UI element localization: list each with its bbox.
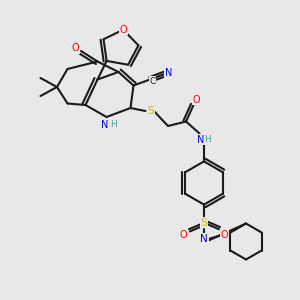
Text: O: O xyxy=(220,230,228,240)
Text: O: O xyxy=(193,94,200,105)
Text: N: N xyxy=(165,68,172,78)
Text: O: O xyxy=(72,43,80,53)
Text: C: C xyxy=(149,76,155,85)
Text: N: N xyxy=(197,134,204,145)
Text: N: N xyxy=(200,234,208,244)
Text: O: O xyxy=(119,25,127,35)
Text: H: H xyxy=(110,120,117,129)
Text: N: N xyxy=(101,119,109,130)
Text: S: S xyxy=(148,106,154,116)
Text: O: O xyxy=(180,230,188,240)
Text: H: H xyxy=(205,135,211,144)
Text: S: S xyxy=(200,218,208,228)
